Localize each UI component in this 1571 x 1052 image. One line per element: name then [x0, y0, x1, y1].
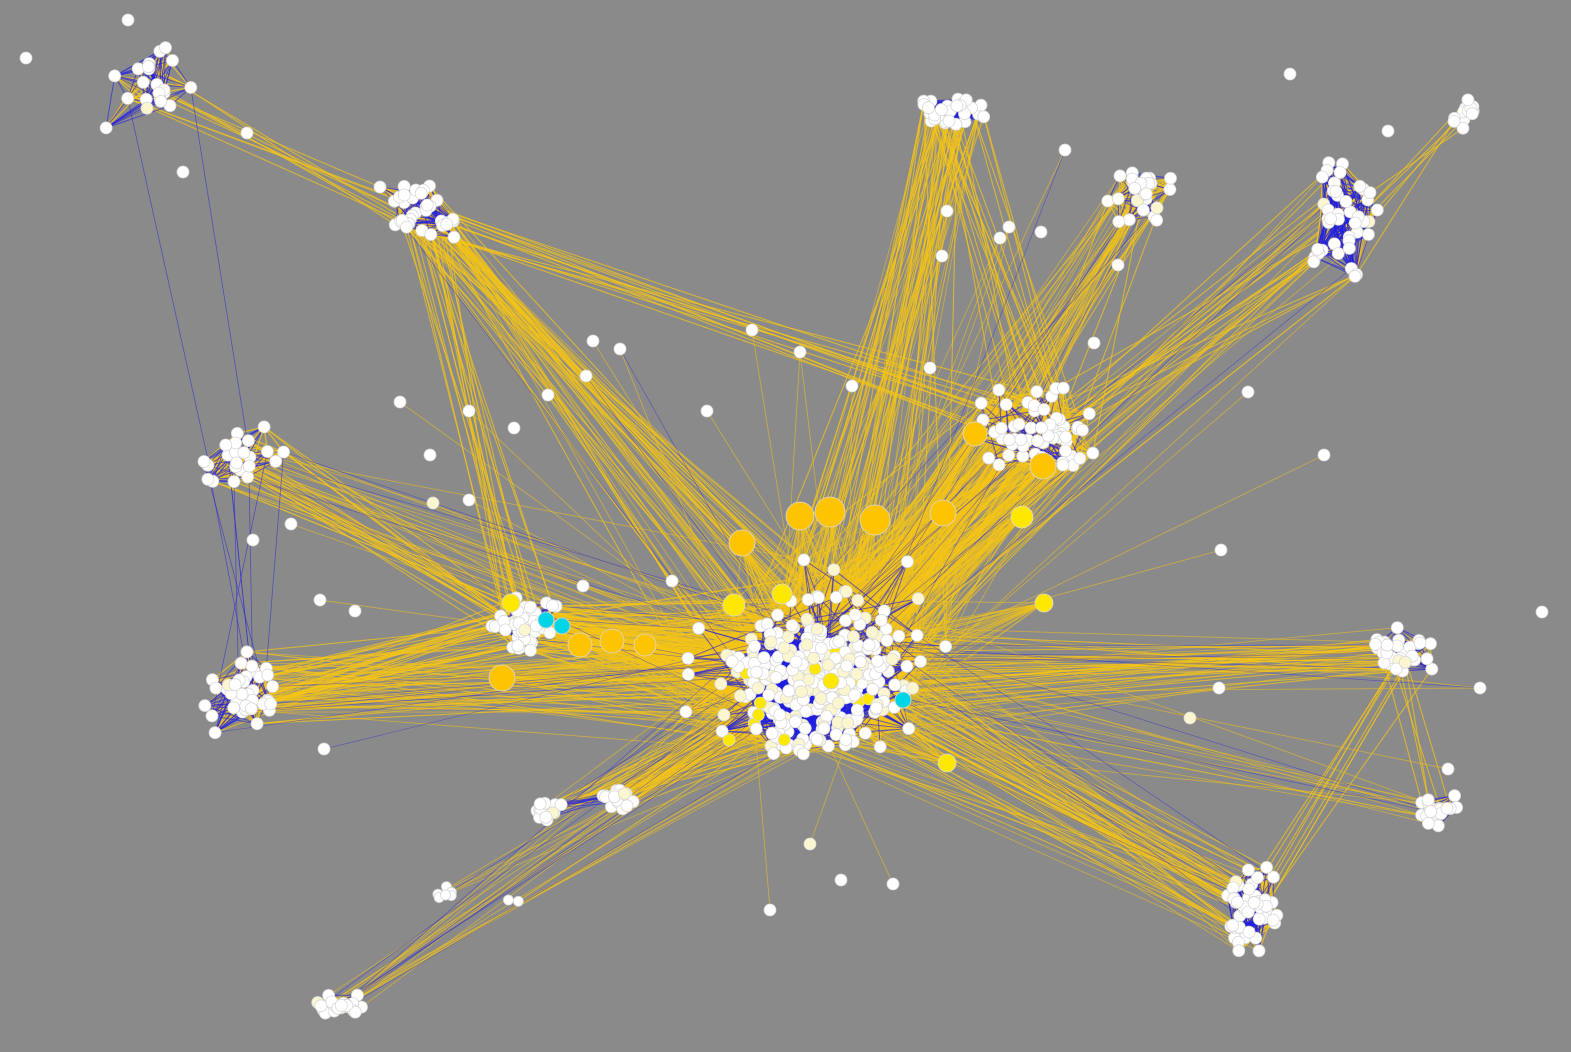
gold-edge: [114, 75, 147, 100]
gold-edge: [212, 651, 248, 681]
